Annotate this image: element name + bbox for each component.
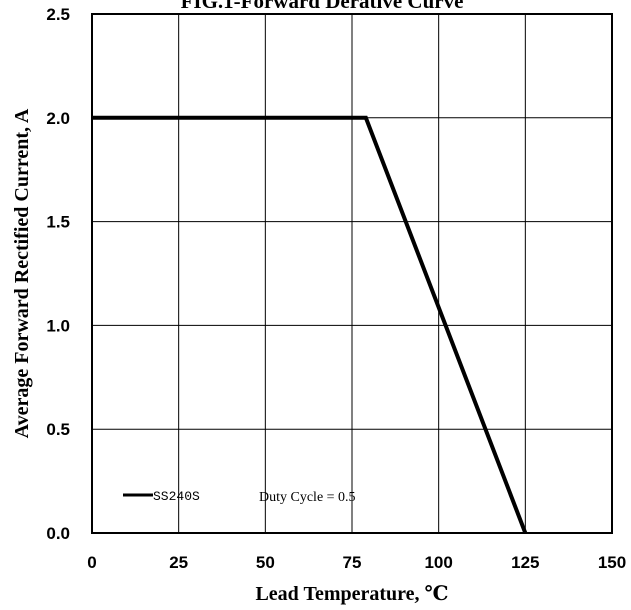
y-tick-label: 2.5 [46, 5, 70, 24]
plot-frame [91, 13, 613, 534]
x-tick-label: 0 [87, 553, 96, 572]
y-tick-label: 1.5 [46, 213, 70, 232]
legend-label-ss240s: SS240S [153, 489, 200, 504]
y-tick-labels: 0.0 0.5 1.0 1.5 2.0 2.5 [46, 5, 70, 543]
x-tick-label: 150 [598, 553, 626, 572]
chart-title: FIG.1-Forward Derative Curve [181, 0, 464, 13]
x-axis-label: Lead Temperature, ℃ [255, 583, 448, 605]
y-tick-label: 0.5 [46, 420, 70, 439]
legend: SS240S [123, 489, 200, 504]
series-line-ss240s [92, 115, 528, 534]
y-tick-label: 2.0 [46, 109, 70, 128]
y-tick-label: 0.0 [46, 524, 70, 543]
x-tick-label: 50 [256, 553, 275, 572]
y-tick-label: 1.0 [46, 316, 70, 335]
x-tick-label: 25 [169, 553, 188, 572]
y-axis-label: Average Forward Rectified Current, A [11, 108, 33, 438]
x-tick-label: 100 [424, 553, 452, 572]
annotation-duty-cycle: Duty Cycle = 0.5 [259, 490, 356, 505]
grid [91, 13, 613, 534]
x-tick-label: 75 [343, 553, 362, 572]
x-tick-labels: 0 25 50 75 100 125 150 [87, 553, 626, 572]
series-layer [92, 115, 528, 534]
x-tick-label: 125 [511, 553, 539, 572]
